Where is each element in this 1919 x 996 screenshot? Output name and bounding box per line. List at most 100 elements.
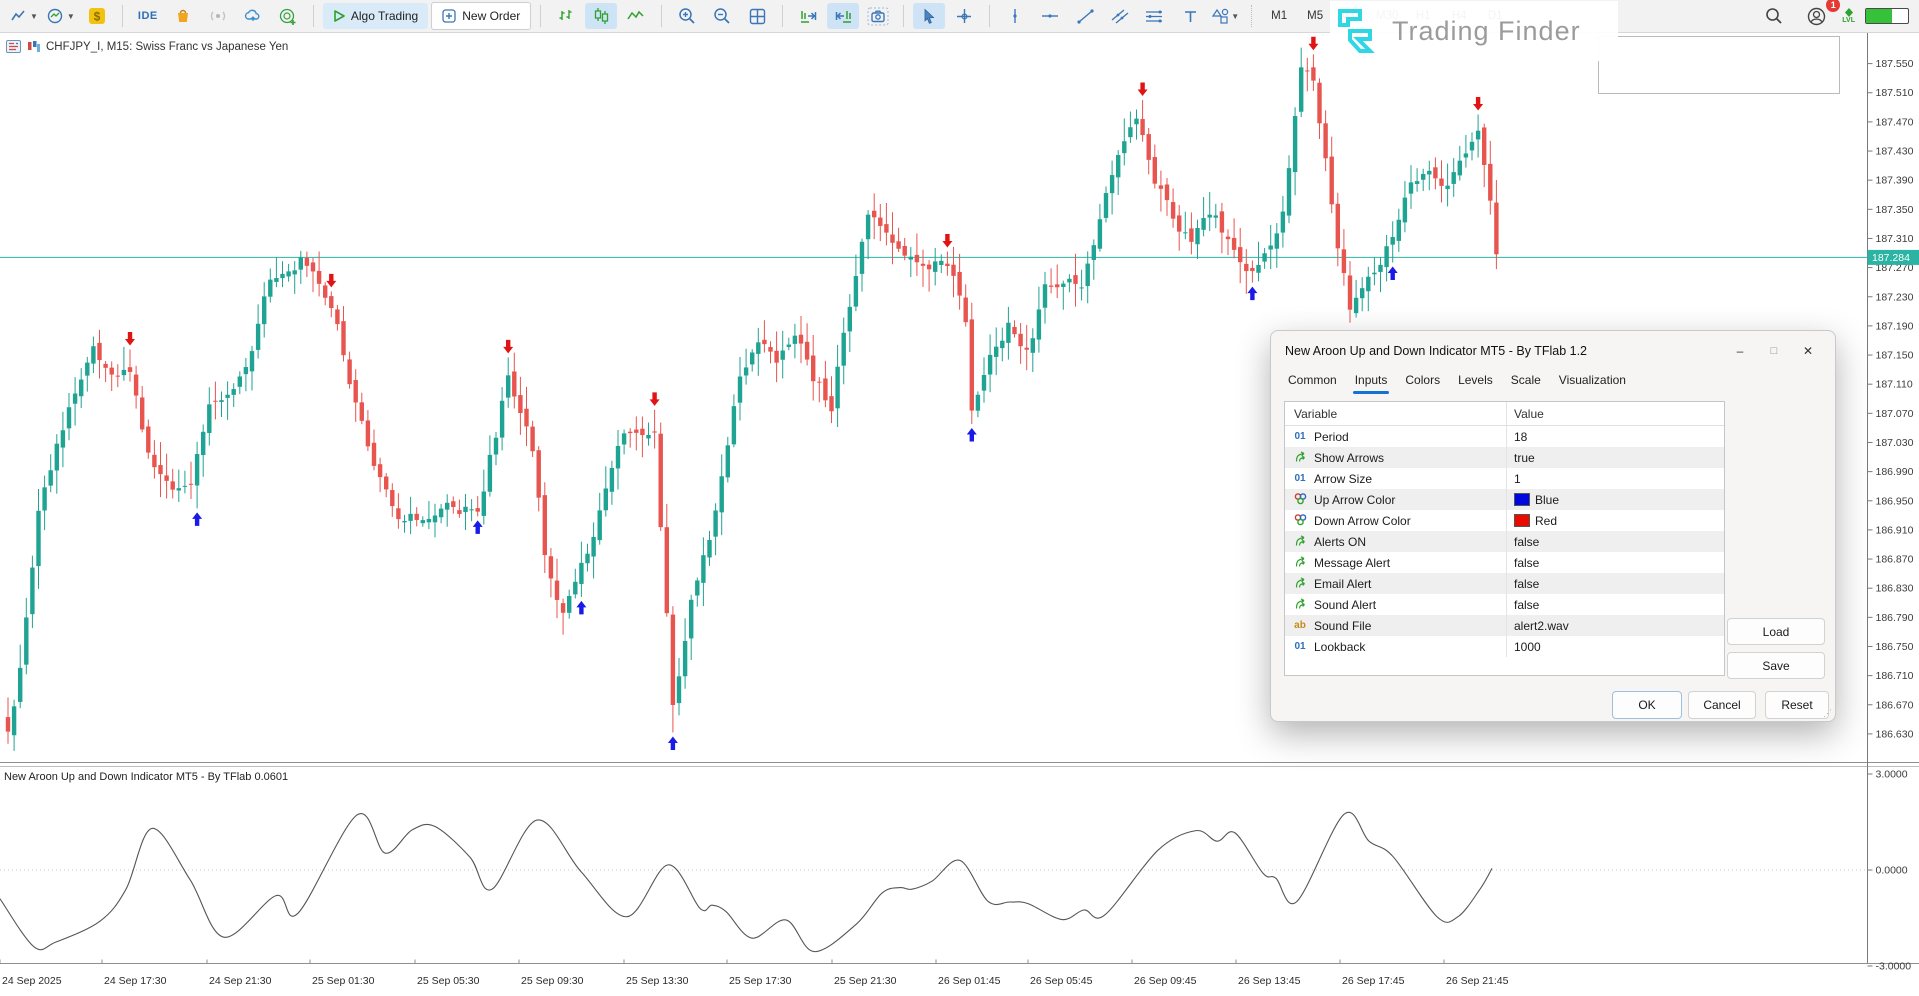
down-arrow-icon bbox=[1137, 82, 1148, 96]
price-tick-label: 187.550 bbox=[1876, 58, 1914, 70]
up-arrow-icon bbox=[667, 736, 678, 750]
signals-icon[interactable] bbox=[202, 3, 234, 29]
price-tick-label: 187.310 bbox=[1876, 233, 1914, 245]
shapes-dropdown[interactable]: ▼ bbox=[1209, 3, 1242, 29]
down-arrow-icon bbox=[1308, 36, 1319, 51]
timeframe-m1[interactable]: M1 bbox=[1271, 10, 1288, 22]
up-arrow-icon bbox=[576, 600, 587, 615]
screenshot-icon[interactable] bbox=[862, 3, 894, 29]
zoom-out-icon[interactable] bbox=[706, 3, 738, 29]
tab-levels[interactable]: Levels bbox=[1458, 373, 1493, 387]
param-name: Lookback bbox=[1314, 639, 1366, 654]
shift-end-icon[interactable] bbox=[792, 3, 824, 29]
price-tick-label: 187.030 bbox=[1876, 437, 1914, 449]
param-name: Alerts ON bbox=[1314, 534, 1367, 549]
table-header-row: Variable Value bbox=[1285, 402, 1724, 426]
param-name: Show Arrows bbox=[1314, 450, 1385, 465]
save-button[interactable]: Save bbox=[1727, 652, 1825, 679]
time-tick-label: 26 Sep 05:45 bbox=[1030, 975, 1093, 987]
param-value: 1000 bbox=[1514, 639, 1541, 654]
indicator-tick-label: -3.0000 bbox=[1876, 961, 1912, 973]
dialog-title-bar[interactable]: New Aroon Up and Down Indicator MT5 - By… bbox=[1271, 331, 1835, 365]
param-row-show-arrows[interactable]: Show Arrows true bbox=[1285, 447, 1724, 468]
search-icon[interactable] bbox=[1758, 3, 1790, 29]
param-row-sound-file[interactable]: ab Sound File alert2.wav bbox=[1285, 615, 1724, 636]
crosshair-icon[interactable] bbox=[948, 3, 980, 29]
param-row-sound-alert[interactable]: Sound Alert false bbox=[1285, 594, 1724, 615]
zoom-in-icon[interactable] bbox=[671, 3, 703, 29]
tab-inputs[interactable]: Inputs bbox=[1346, 367, 1397, 395]
market-watch-icon[interactable]: $ bbox=[81, 3, 113, 29]
param-row-message-alert[interactable]: Message Alert false bbox=[1285, 552, 1724, 573]
minimize-button[interactable]: – bbox=[1736, 344, 1744, 358]
channel-icon[interactable] bbox=[1104, 3, 1136, 29]
fibo-levels-icon[interactable] bbox=[1139, 3, 1171, 29]
auto-scroll-icon[interactable] bbox=[827, 3, 860, 29]
load-button[interactable]: Load bbox=[1727, 618, 1825, 645]
line-chart-icon[interactable] bbox=[620, 3, 652, 29]
maximize-button[interactable]: □ bbox=[1770, 345, 1778, 357]
cloud-icon[interactable] bbox=[237, 3, 269, 29]
resize-grip[interactable]: ⋰ bbox=[1823, 708, 1832, 718]
param-row-lookback[interactable]: 01 Lookback 1000 bbox=[1285, 636, 1724, 657]
vertical-line-icon[interactable] bbox=[999, 3, 1031, 29]
param-row-down-arrow-color[interactable]: Down Arrow Color Red bbox=[1285, 510, 1724, 531]
param-value: 18 bbox=[1514, 429, 1528, 444]
up-arrow-icon bbox=[192, 512, 203, 526]
trading-finder-watermark: Trading Finder bbox=[1330, 1, 1618, 61]
param-value: Blue bbox=[1535, 492, 1560, 507]
column-header-value: Value bbox=[1514, 406, 1544, 421]
time-tick-label: 26 Sep 17:45 bbox=[1342, 975, 1405, 987]
down-arrow-icon bbox=[503, 339, 514, 354]
depth-of-market-icon[interactable] bbox=[6, 40, 21, 53]
price-tick-label: 187.270 bbox=[1876, 262, 1914, 274]
chevron-down-icon: ▼ bbox=[1231, 11, 1240, 21]
ide-button[interactable]: IDE bbox=[137, 10, 158, 22]
text-tool-icon[interactable] bbox=[1174, 3, 1206, 29]
algo-trading-button[interactable]: Algo Trading bbox=[322, 3, 429, 29]
aroon-line bbox=[0, 811, 1493, 953]
tab-colors[interactable]: Colors bbox=[1405, 373, 1441, 387]
tab-visualization[interactable]: Visualization bbox=[1558, 373, 1626, 387]
account-icon[interactable]: 1 bbox=[1800, 0, 1841, 29]
param-value: Red bbox=[1535, 513, 1558, 528]
indicator-tick-label: 0.0000 bbox=[1876, 865, 1908, 877]
level-icon[interactable]: LVL bbox=[1842, 8, 1855, 24]
tab-common[interactable]: Common bbox=[1288, 373, 1337, 387]
tile-windows-icon[interactable] bbox=[741, 3, 773, 29]
dialog-tabs: Common Inputs Colors Levels Scale Visualizati… bbox=[1271, 365, 1835, 395]
chevron-down-icon: ▼ bbox=[66, 11, 75, 21]
param-row-up-arrow-color[interactable]: Up Arrow Color Blue bbox=[1285, 489, 1724, 510]
bar-chart-icon[interactable] bbox=[550, 3, 582, 29]
tab-scale[interactable]: Scale bbox=[1510, 373, 1541, 387]
current-price-tag bbox=[1867, 249, 1919, 265]
color-swatch bbox=[1514, 514, 1530, 527]
price-tick-label: 186.750 bbox=[1876, 641, 1914, 653]
main-toolbar: ▼ ▼ $ IDE Algo Trading New Order bbox=[0, 0, 1919, 33]
param-row-arrow-size[interactable]: 01 Arrow Size 1 bbox=[1285, 468, 1724, 489]
ok-button[interactable]: OK bbox=[1612, 691, 1682, 719]
horizontal-line-icon[interactable] bbox=[1034, 3, 1066, 29]
cursor-icon[interactable] bbox=[913, 3, 946, 29]
time-tick-label: 25 Sep 21:30 bbox=[834, 975, 897, 987]
new-order-button[interactable]: New Order bbox=[431, 2, 532, 30]
up-arrow-icon bbox=[966, 427, 977, 442]
param-row-email-alert[interactable]: Email Alert false bbox=[1285, 573, 1724, 594]
param-row-alerts-on[interactable]: Alerts ON false bbox=[1285, 531, 1724, 552]
color-swatch bbox=[1514, 493, 1530, 506]
reset-button[interactable]: Reset bbox=[1765, 691, 1829, 719]
trendline-icon[interactable] bbox=[1069, 3, 1101, 29]
symbol-chart-icon[interactable] bbox=[26, 40, 41, 53]
market-bag-icon[interactable] bbox=[167, 3, 199, 29]
cancel-button[interactable]: Cancel bbox=[1688, 691, 1756, 719]
chart-type-dropdown[interactable]: ▼ bbox=[8, 3, 41, 29]
price-tick-label: 187.350 bbox=[1876, 204, 1914, 216]
close-button[interactable]: ✕ bbox=[1802, 344, 1814, 358]
candle-chart-icon[interactable] bbox=[585, 3, 618, 29]
indicator-properties-dialog: New Aroon Up and Down Indicator MT5 - By… bbox=[1270, 330, 1836, 722]
indicator-window-dropdown[interactable]: ▼ bbox=[44, 3, 78, 29]
community-icon[interactable] bbox=[272, 3, 304, 29]
timeframe-m5[interactable]: M5 bbox=[1307, 10, 1324, 22]
xp-progress-bar bbox=[1865, 8, 1909, 24]
param-row-period[interactable]: 01 Period 18 bbox=[1285, 426, 1724, 447]
